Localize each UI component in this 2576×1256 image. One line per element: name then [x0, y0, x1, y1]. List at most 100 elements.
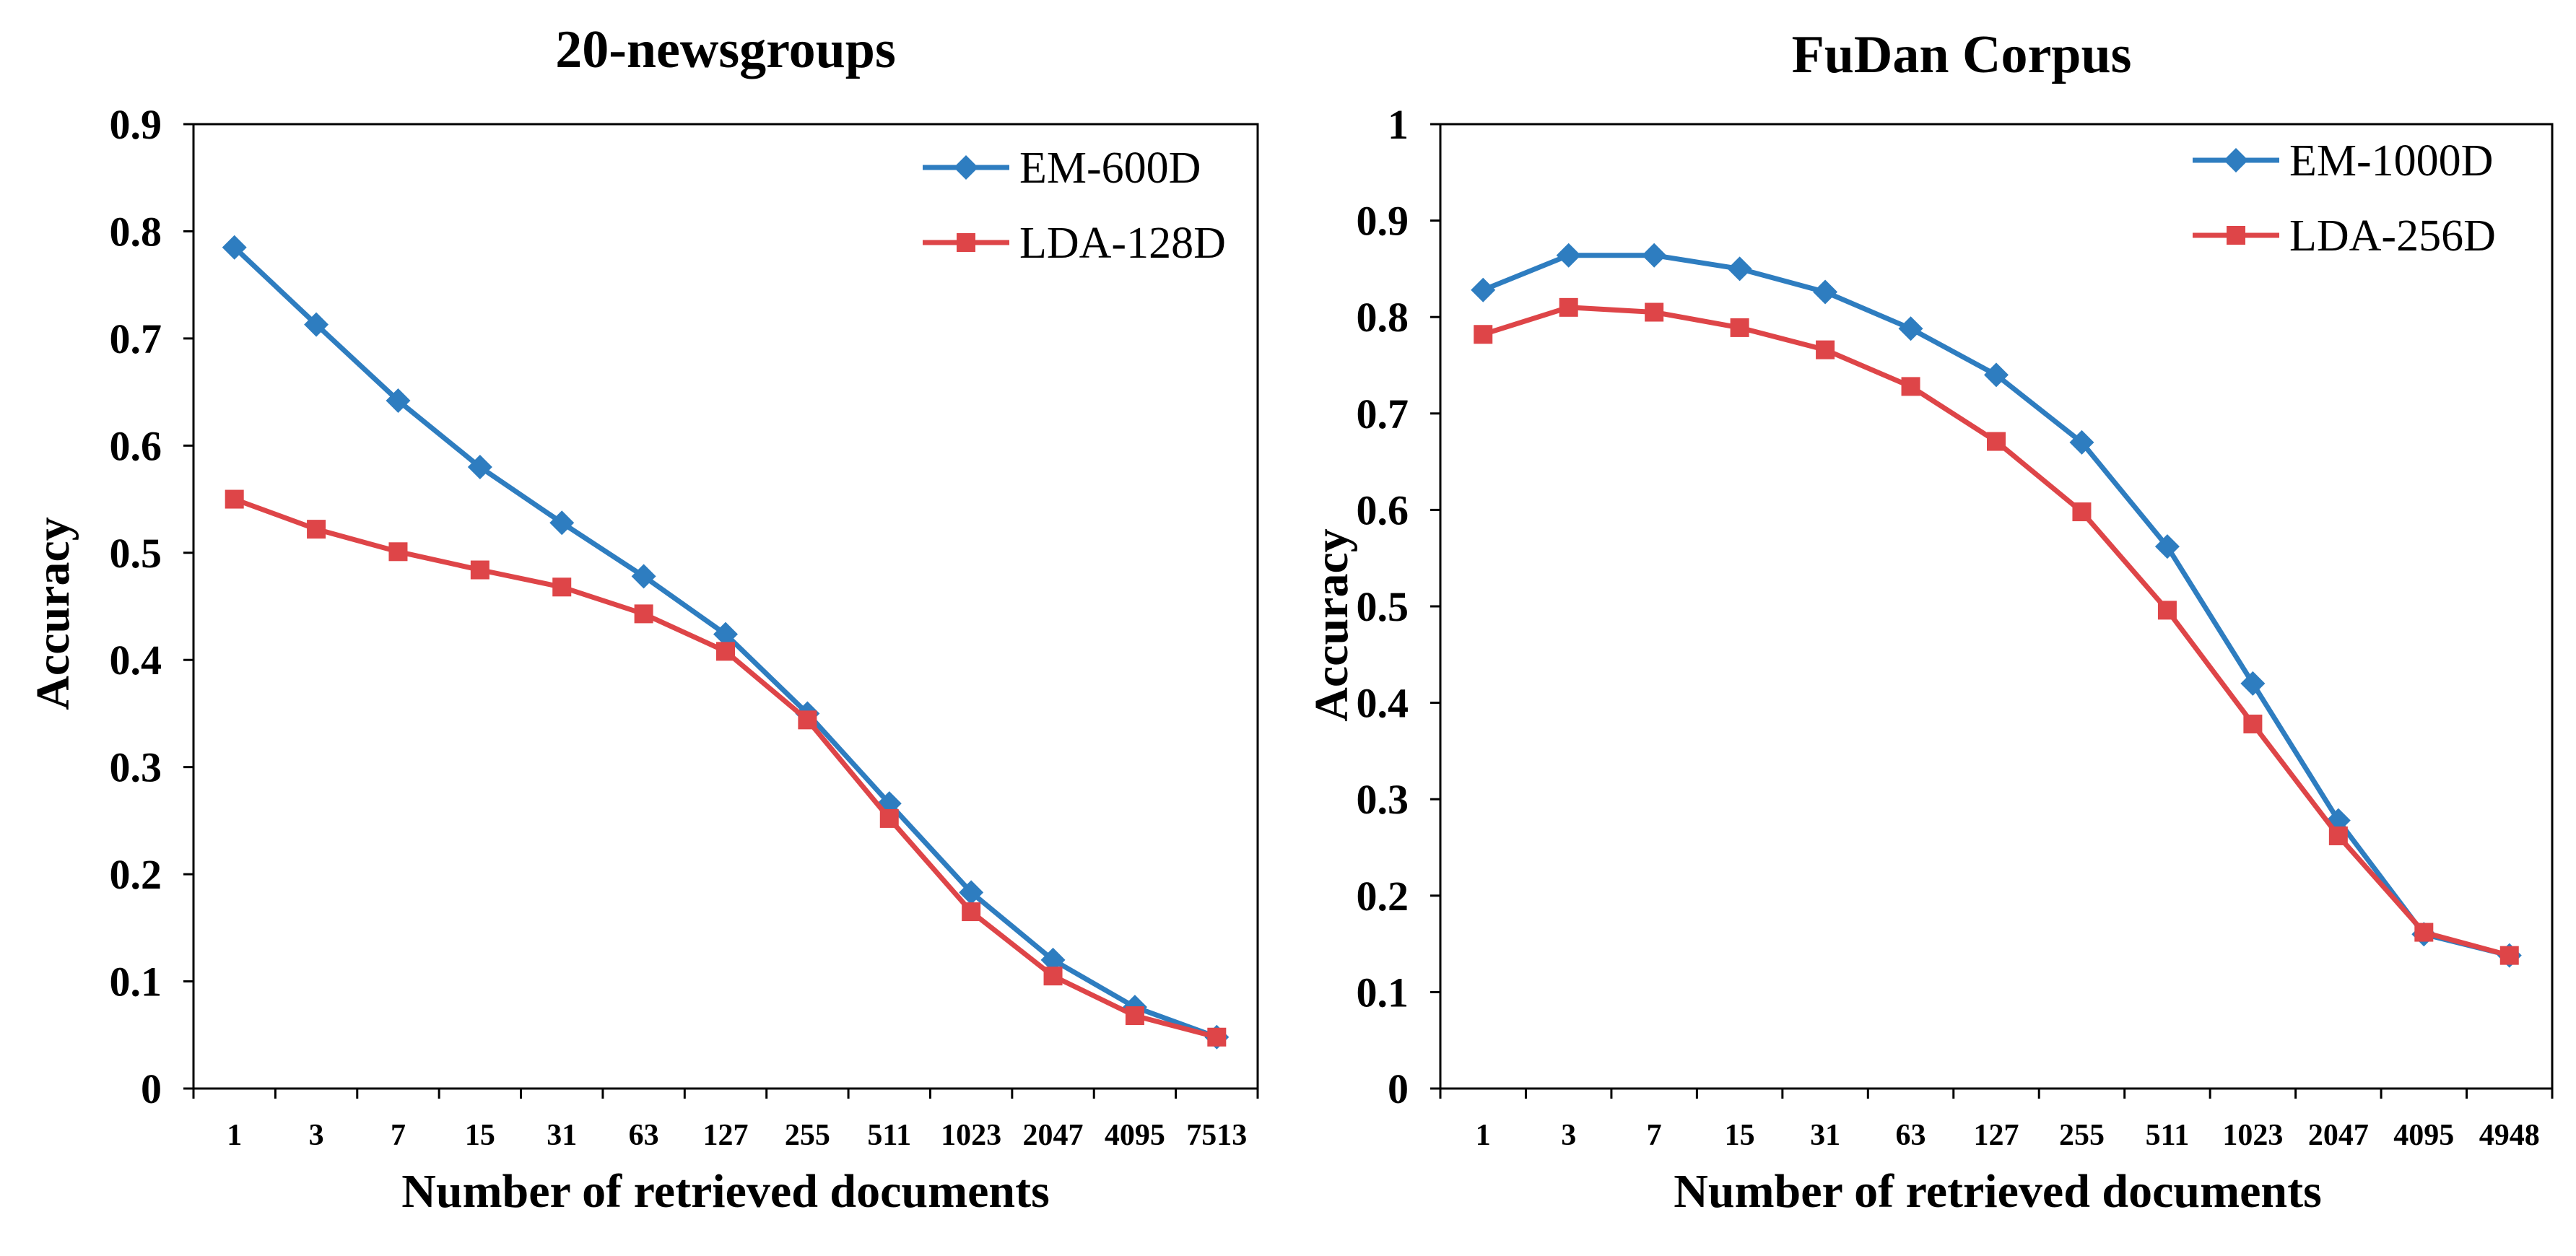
- y-tick-label: 0.7: [110, 315, 162, 362]
- y-tick-label: 0.5: [1357, 583, 1409, 630]
- data-point-EM-1000D: [2069, 429, 2094, 455]
- y-tick-label: 0.3: [1357, 776, 1409, 823]
- x-tick-label: 1023: [2222, 1119, 2283, 1152]
- x-tick-label: 4095: [1105, 1119, 1165, 1152]
- chart-title: FuDan Corpus: [1792, 25, 2132, 84]
- x-tick-label: 4948: [2479, 1119, 2540, 1152]
- data-point-EM-600D: [1040, 947, 1066, 972]
- data-point-LDA-256D: [2243, 714, 2263, 733]
- legend-marker: [957, 233, 975, 252]
- x-tick-label: 63: [629, 1119, 659, 1152]
- data-point-LDA-128D: [1125, 1006, 1144, 1026]
- data-point-LDA-128D: [634, 604, 653, 624]
- data-point-EM-1000D: [1727, 256, 1752, 282]
- x-tick-label: 15: [465, 1119, 495, 1152]
- x-tick-label: 63: [1896, 1119, 1926, 1152]
- data-point-LDA-256D: [1816, 340, 1835, 359]
- legend-label: LDA-256D: [2289, 211, 2496, 261]
- y-axis-label: Accuracy: [1305, 528, 1358, 722]
- data-point-LDA-256D: [1645, 302, 1664, 322]
- x-tick-label: 127: [1974, 1119, 2019, 1152]
- data-point-EM-600D: [631, 564, 656, 589]
- series-line-EM-1000D: [1481, 253, 2510, 958]
- data-point-EM-1000D: [1556, 243, 1581, 268]
- data-point-EM-600D: [467, 455, 492, 480]
- x-tick-label: 4095: [2393, 1119, 2454, 1152]
- x-tick-label: 31: [1810, 1119, 1840, 1152]
- data-point-LDA-256D: [2499, 946, 2519, 965]
- data-point-EM-600D: [304, 312, 329, 337]
- y-tick-label: 0.6: [1357, 487, 1409, 533]
- y-tick-label: 1: [1388, 101, 1409, 148]
- y-tick-label: 0.9: [110, 101, 162, 148]
- data-point-LDA-128D: [716, 642, 735, 661]
- x-tick-label: 127: [703, 1119, 749, 1152]
- x-tick-label: 255: [2059, 1119, 2105, 1152]
- data-point-LDA-256D: [2072, 502, 2092, 522]
- y-tick-label: 0.4: [1357, 680, 1409, 727]
- data-point-LDA-256D: [1987, 432, 2006, 451]
- data-point-LDA-128D: [388, 542, 408, 562]
- x-tick-label: 3: [1561, 1119, 1576, 1152]
- x-tick-label: 7: [391, 1119, 406, 1152]
- data-point-LDA-128D: [879, 808, 899, 828]
- data-point-LDA-128D: [307, 520, 326, 539]
- data-point-EM-1000D: [2240, 671, 2266, 696]
- y-tick-label: 0.3: [110, 744, 162, 791]
- x-tick-label: 15: [1725, 1119, 1755, 1152]
- data-point-LDA-128D: [798, 710, 817, 730]
- x-tick-label: 511: [867, 1119, 911, 1152]
- x-tick-label: 2047: [2308, 1119, 2369, 1152]
- plot-area: [192, 123, 1259, 1090]
- data-point-LDA-256D: [2328, 826, 2348, 845]
- data-point-EM-600D: [959, 880, 984, 905]
- y-tick-label: 0: [1388, 1065, 1409, 1112]
- data-point-LDA-256D: [1474, 325, 1493, 344]
- legend-marker: [954, 155, 978, 180]
- y-tick-label: 0.4: [110, 637, 162, 684]
- data-point-LDA-128D: [552, 577, 572, 597]
- y-tick-label: 0.6: [110, 422, 162, 469]
- legend-label: EM-600D: [1019, 144, 1201, 193]
- data-point-EM-600D: [549, 510, 575, 536]
- y-axis-label: Accuracy: [27, 517, 79, 710]
- data-point-LDA-256D: [1901, 377, 1920, 396]
- chart-title: 20-newsgroups: [555, 20, 896, 79]
- x-tick-label: 7513: [1186, 1119, 1247, 1152]
- series-line-LDA-256D: [1482, 305, 2510, 958]
- chart-panel-1: 20-newsgroups 0 0.1 0.2 0.3 0.4 0.5 0.6 0.7 0.8 0.…: [27, 20, 1259, 1218]
- data-point-LDA-256D: [1559, 297, 1578, 317]
- data-point-EM-1000D: [1813, 279, 1838, 305]
- x-tick-label: 1023: [941, 1119, 1001, 1152]
- data-point-LDA-128D: [1043, 967, 1063, 986]
- data-point-EM-1000D: [1898, 316, 1923, 341]
- x-axis-label: Number of retrieved documents: [401, 1165, 1050, 1218]
- legend-label: EM-1000D: [2289, 136, 2493, 186]
- x-tick-label: 1: [1476, 1119, 1491, 1152]
- data-point-EM-1000D: [2154, 534, 2180, 559]
- y-tick-label: 0.7: [1357, 391, 1409, 437]
- data-point-LDA-128D: [1207, 1027, 1227, 1047]
- y-tick-label: 0: [141, 1065, 162, 1112]
- x-axis-label: Number of retrieved documents: [1674, 1165, 2322, 1218]
- x-tick-label: 255: [785, 1119, 830, 1152]
- y-tick-label: 0.1: [1357, 969, 1409, 1016]
- x-tick-label: 2047: [1023, 1119, 1084, 1152]
- data-point-EM-600D: [386, 388, 411, 413]
- series-line-LDA-128D: [233, 497, 1218, 1040]
- y-tick-label: 0.2: [110, 851, 162, 898]
- legend-marker: [2224, 148, 2248, 173]
- y-tick-label: 0.2: [1357, 873, 1409, 920]
- y-tick-label: 0.5: [110, 530, 162, 577]
- legend-label: LDA-128D: [1019, 219, 1226, 268]
- y-tick-label: 0.8: [110, 208, 162, 255]
- data-point-LDA-256D: [2157, 601, 2177, 620]
- data-point-EM-600D: [713, 622, 738, 647]
- data-point-LDA-128D: [962, 902, 981, 922]
- y-tick-label: 0.9: [1357, 198, 1409, 245]
- y-tick-label: 0.8: [1357, 294, 1409, 341]
- x-tick-label: 1: [227, 1119, 242, 1152]
- plot-area: [1439, 123, 2554, 1090]
